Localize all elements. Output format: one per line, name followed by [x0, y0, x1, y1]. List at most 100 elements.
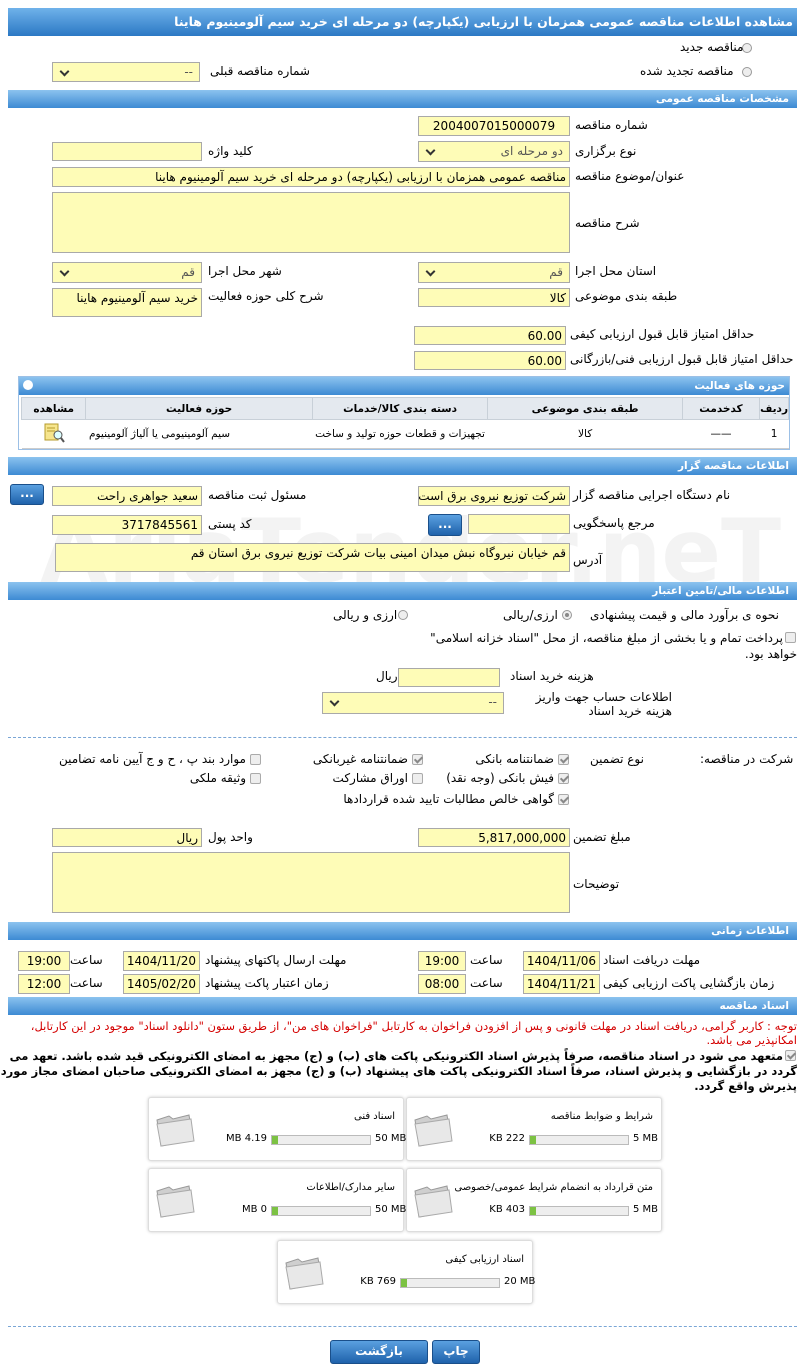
file-size: 222 KB: [489, 1133, 525, 1144]
input[interactable]: [52, 142, 202, 161]
input[interactable]: 1404/11/21: [523, 974, 600, 994]
column-header: مشاهده: [20, 397, 87, 420]
label: ارزی و ریالی: [333, 608, 398, 622]
progress-bar: [529, 1206, 629, 1216]
select[interactable]: قم: [52, 262, 202, 283]
input[interactable]: 1404/11/06: [523, 951, 600, 971]
folder: [414, 1114, 453, 1147]
file-box[interactable]: متن قرارداد به انضمام شرایط عمومی/خصوصی 4…: [406, 1168, 662, 1232]
label: مهلت دریافت اسناد: [603, 953, 701, 967]
lookup-button[interactable]: ...: [428, 514, 462, 536]
label: آدرس: [573, 553, 603, 567]
file-size: 403 KB: [489, 1204, 525, 1215]
progress-bar: [400, 1278, 500, 1288]
file-box[interactable]: شرایط و ضوابط مناقصه 222 KB 5 MB: [406, 1097, 662, 1161]
progress-fill: [401, 1279, 407, 1287]
checkbox[interactable]: [250, 754, 261, 765]
file-box[interactable]: اسناد فنی 4.19 MB 50 MB: [148, 1097, 406, 1161]
cell: ——: [682, 419, 760, 449]
label: شماره مناقصه قبلی: [210, 64, 310, 78]
input[interactable]: 1405/02/20: [123, 974, 200, 994]
input[interactable]: [398, 668, 500, 687]
progress-fill: [530, 1207, 536, 1215]
collapse-icon[interactable]: [23, 380, 33, 390]
panel-header: حوزه های فعالیت: [19, 377, 789, 395]
progress-fill: [272, 1207, 278, 1215]
radio[interactable]: [398, 610, 408, 620]
checkbox[interactable]: [558, 754, 569, 765]
file-size: 0 MB: [241, 1204, 267, 1215]
file-name: اسناد فنی: [354, 1111, 395, 1122]
label: حداقل امتیاز قابل قبول ارزیابی کیفی: [570, 327, 755, 341]
input[interactable]: شرکت توزیع نیروی برق است: [418, 486, 570, 506]
radio-renewed[interactable]: [742, 67, 752, 77]
table-row: 1 —— کالا تجهیزات و قطعات حوزه تولید و ساخت…: [21, 419, 789, 449]
label: استان محل اجرا: [575, 264, 657, 278]
file-name: سایر مدارک/اطلاعات: [306, 1182, 395, 1193]
input[interactable]: خرید سیم آلومینیوم هاینا: [52, 288, 202, 317]
file-name: متن قرارداد به انضمام شرایط عمومی/خصوصی: [454, 1182, 653, 1193]
radio[interactable]: [562, 610, 572, 620]
input[interactable]: ریال: [52, 828, 202, 847]
label: ارزی/ریالی: [503, 608, 558, 622]
section-bar: اسناد مناقصه: [8, 997, 797, 1015]
progress-fill: [530, 1136, 536, 1144]
input[interactable]: 1404/11/20: [123, 951, 200, 971]
input[interactable]: 60.00: [414, 326, 566, 345]
column-header: طبقه بندی موضوعی: [487, 397, 683, 420]
label: کلید واژه: [208, 144, 253, 158]
treasury-note: پرداخت تمام و یا بخشی از مبلغ مناقصه، از…: [430, 631, 797, 661]
activities-panel: حوزه های فعالیت ردیف کدخدمت طبقه بندی موضو…: [18, 376, 790, 450]
input[interactable]: کالا: [418, 288, 570, 307]
file-max: 5 MB: [633, 1133, 659, 1144]
label: مرجع پاسخگویی: [573, 516, 655, 530]
select[interactable]: دو مرحله ای: [418, 141, 570, 162]
file-max: 50 MB: [375, 1204, 407, 1215]
file-box[interactable]: سایر مدارک/اطلاعات 0 MB 50 MB: [148, 1168, 407, 1232]
label: شهر محل اجرا: [208, 264, 282, 278]
input[interactable]: مناقصه عمومی همزمان با ارزیابی (یکپارچه)…: [52, 167, 570, 187]
select[interactable]: قم: [418, 262, 570, 283]
progress-fill: [272, 1136, 278, 1144]
checkbox[interactable]: [558, 773, 569, 784]
file-box[interactable]: اسناد ارزیابی کیفی 769 KB 20 MB: [277, 1240, 535, 1304]
radio-new[interactable]: [742, 43, 752, 53]
section-bar: مشخصات مناقصه عمومی: [8, 90, 797, 108]
view-icon[interactable]: [42, 422, 66, 444]
select[interactable]: --: [52, 62, 200, 82]
input[interactable]: سعید جواهری راحت: [52, 486, 202, 506]
input[interactable]: 60.00: [414, 351, 566, 370]
input[interactable]: 08:00: [418, 974, 466, 994]
checkbox[interactable]: [558, 794, 569, 805]
input[interactable]: قم خیابان نیروگاه نبش میدان امینی بیات ش…: [55, 543, 570, 572]
cell: سیم آلومینیومی یا آلیاژ آلومینیوم: [85, 419, 313, 449]
folder-icon: [411, 1110, 455, 1151]
column-header: کدخدمت: [681, 397, 761, 420]
select[interactable]: --: [322, 692, 504, 714]
input[interactable]: [468, 514, 570, 534]
view-cell[interactable]: [21, 419, 86, 449]
input[interactable]: 2004007015000079: [418, 116, 570, 136]
activities-table: ردیف کدخدمت طبقه بندی موضوعی دسته بندی کالا…: [20, 397, 789, 449]
checkbox[interactable]: [412, 773, 423, 784]
separator: [8, 1326, 797, 1327]
checkbox[interactable]: [250, 773, 261, 784]
column-header: حوزه فعالیت: [85, 397, 313, 420]
lookup-button[interactable]: ...: [10, 484, 44, 505]
textarea[interactable]: [52, 852, 570, 913]
file-size: 4.19 MB: [226, 1133, 267, 1144]
checkbox[interactable]: [785, 632, 796, 643]
input[interactable]: 12:00: [18, 974, 70, 994]
label: نحوه ی برآورد مالی و قیمت پیشنهادی: [590, 608, 779, 622]
input[interactable]: 19:00: [18, 951, 70, 971]
print-button[interactable]: چاپ: [432, 1340, 480, 1364]
input[interactable]: 19:00: [418, 951, 466, 971]
label: نوع برگزاری: [575, 144, 637, 158]
input[interactable]: 5,817,000,000: [418, 828, 570, 847]
input[interactable]: 3717845561: [52, 515, 202, 535]
back-button[interactable]: بازگشت: [330, 1340, 428, 1364]
label: طبقه بندی موضوعی: [575, 289, 678, 303]
textarea[interactable]: [52, 192, 570, 253]
checkbox[interactable]: [412, 754, 423, 765]
file-max: 5 MB: [633, 1204, 659, 1215]
